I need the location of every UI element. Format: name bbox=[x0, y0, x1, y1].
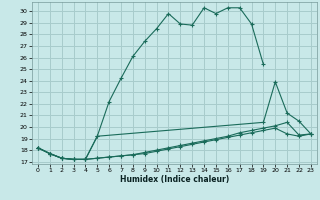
X-axis label: Humidex (Indice chaleur): Humidex (Indice chaleur) bbox=[120, 175, 229, 184]
